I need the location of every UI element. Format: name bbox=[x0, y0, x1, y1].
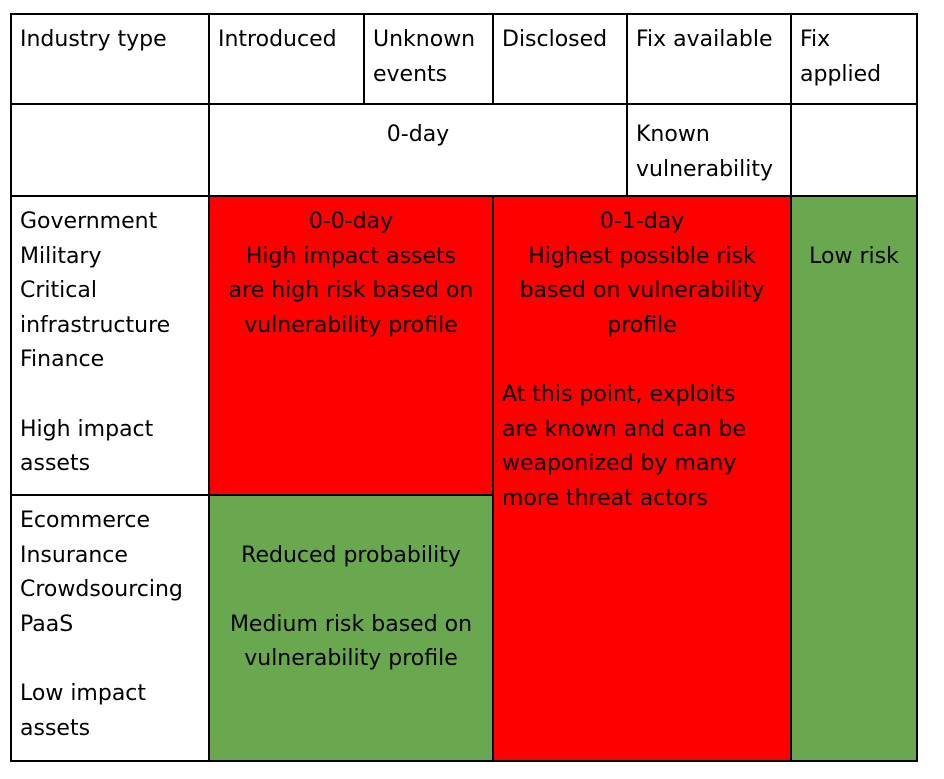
table-divider bbox=[492, 195, 494, 762]
industry-infrastructure: infrastructure bbox=[20, 312, 171, 338]
header-industry-type: Industry type bbox=[20, 27, 167, 52]
known-vulnerability-phase: Known vulnerability bbox=[636, 122, 774, 182]
high-impact-label-2: assets bbox=[20, 451, 91, 477]
industry-crowdsourcing: Crowdsourcing bbox=[20, 577, 183, 603]
medium-risk-line-1: Medium risk based on bbox=[229, 611, 473, 637]
header-fix-available: Fix available bbox=[636, 27, 773, 52]
zero-one-day-line-2: based on vulnerability bbox=[519, 278, 765, 304]
zero-one-day-cell: 0-1-day Highest possible risk based on v… bbox=[493, 196, 791, 761]
table-border-top bbox=[10, 13, 918, 15]
zero-zero-day-cell: 0-0-day High impact assets are high risk… bbox=[209, 196, 493, 495]
header-fix-applied: Fix applied bbox=[800, 27, 882, 87]
low-risk-text: Low risk bbox=[809, 243, 899, 269]
table-border-bottom bbox=[10, 760, 918, 762]
table-divider bbox=[626, 13, 628, 197]
zero-zero-day-line-1: High impact assets bbox=[245, 243, 457, 269]
table-border-right bbox=[916, 13, 918, 762]
exploit-note-line-4: more threat actors bbox=[502, 485, 708, 511]
industry-critical: Critical bbox=[20, 278, 97, 304]
header-unknown-events: Unknown events bbox=[373, 27, 476, 87]
zero-one-day-line-3: profile bbox=[607, 312, 677, 338]
industry-military: Military bbox=[20, 243, 102, 269]
low-impact-industries: Ecommerce Insurance Crowdsourcing PaaS L… bbox=[11, 495, 209, 761]
table-border-left bbox=[10, 13, 12, 762]
industry-paas: PaaS bbox=[20, 611, 74, 637]
exploit-note-line-3: weaponized by many bbox=[502, 451, 737, 477]
medium-risk-line-2: vulnerability profile bbox=[244, 646, 458, 672]
exploit-note-line-1: At this point, exploits bbox=[502, 381, 736, 407]
table-divider bbox=[208, 13, 210, 762]
header-disclosed: Disclosed bbox=[502, 27, 608, 52]
zero-zero-day-title: 0-0-day bbox=[308, 209, 394, 234]
low-impact-label-2: assets bbox=[20, 715, 91, 741]
high-impact-industries: Government Military Critical infrastruct… bbox=[11, 196, 209, 495]
table-divider bbox=[492, 13, 494, 105]
zero-zero-day-line-2: are high risk based on bbox=[228, 278, 474, 304]
zero-one-day-line-1: Highest possible risk bbox=[528, 243, 756, 269]
reduced-probability-text: Reduced probability bbox=[241, 542, 461, 568]
exploit-note-line-2: are known and can be bbox=[502, 416, 747, 442]
low-risk-cell: Low risk bbox=[791, 196, 917, 761]
industry-finance: Finance bbox=[20, 347, 105, 373]
zero-one-day-title: 0-1-day bbox=[599, 209, 685, 234]
reduced-probability-cell: Reduced probability Medium risk based on… bbox=[209, 495, 493, 761]
low-impact-label-1: Low impact bbox=[20, 680, 147, 706]
industry-government: Government bbox=[20, 209, 158, 234]
zero-day-phase: 0-day bbox=[386, 122, 450, 147]
industry-ecommerce: Ecommerce bbox=[20, 508, 151, 533]
header-introduced: Introduced bbox=[218, 27, 337, 52]
table-divider bbox=[363, 13, 365, 105]
table-divider bbox=[10, 103, 918, 105]
zero-zero-day-line-3: vulnerability profile bbox=[244, 312, 458, 338]
high-impact-label-1: High impact bbox=[20, 416, 154, 442]
table-divider bbox=[10, 494, 494, 496]
table-divider bbox=[10, 195, 918, 197]
industry-insurance: Insurance bbox=[20, 542, 128, 568]
table-divider bbox=[790, 13, 792, 762]
